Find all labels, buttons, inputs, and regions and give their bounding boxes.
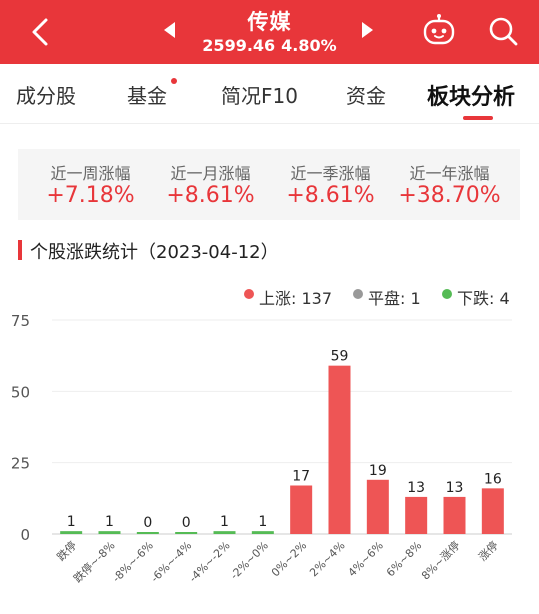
bar (251, 531, 274, 534)
tab-capital[interactable]: 资金 (346, 84, 386, 108)
search-icon[interactable] (484, 12, 522, 50)
stat-label: 近一月涨幅 (170, 164, 251, 183)
tab-sector-analysis[interactable]: 板块分析 (427, 85, 516, 110)
stat-year: 近一年涨幅 +38.70% (387, 149, 512, 220)
tab-profile-f10[interactable]: 简况F10 (221, 84, 298, 108)
stat-quarter: 近一季涨幅 +8.61% (268, 149, 393, 220)
x-tick-label: -4%~-2% (187, 539, 233, 585)
tab-bar: 成分股 基金 简况F10 资金 板块分析 (0, 64, 539, 124)
x-tick-label: -8%~-6% (110, 539, 156, 585)
data-label: 16 (484, 471, 502, 487)
bar (136, 532, 159, 534)
tab-constituents[interactable]: 成分股 (16, 84, 76, 108)
next-arrow-icon[interactable] (362, 22, 373, 38)
bar (366, 479, 389, 534)
bar (328, 365, 351, 534)
performance-summary: 近一周涨幅 +7.18% 近一月涨幅 +8.61% 近一季涨幅 +8.61% 近… (18, 149, 520, 220)
legend-dot-down (442, 289, 452, 299)
bar (60, 531, 83, 534)
data-label: 13 (407, 480, 425, 496)
stat-value: +8.61% (166, 183, 255, 208)
bar (175, 532, 198, 534)
bar (443, 496, 466, 534)
data-label: 17 (292, 468, 310, 484)
stat-value: +38.70% (398, 183, 501, 208)
x-tick-label: -2%~0% (228, 539, 271, 582)
stat-value: +7.18% (46, 183, 135, 208)
data-label: 19 (369, 463, 387, 479)
bar (98, 531, 121, 534)
x-tick-label: 8%~涨停 (418, 538, 462, 582)
stat-value: +8.61% (286, 183, 375, 208)
header-bar: 传媒 2599.46 4.80% (0, 0, 539, 64)
active-tab-indicator (463, 116, 493, 120)
stat-label: 近一季涨幅 (290, 164, 371, 183)
x-tick-label: -6%~-4% (148, 539, 194, 585)
x-tick-label: 2%~4% (307, 539, 347, 579)
section-title: 个股涨跌统计（2023-04-12） (30, 242, 279, 263)
data-label: 1 (258, 514, 267, 530)
x-tick-label: 跌停~-8% (70, 538, 117, 585)
stat-label: 近一年涨幅 (409, 164, 490, 183)
y-tick-label: 75 (11, 312, 30, 330)
bar (405, 496, 428, 534)
x-tick-label: 涨停 (475, 538, 500, 563)
prev-arrow-icon[interactable] (164, 22, 175, 38)
data-label: 0 (143, 515, 152, 531)
x-tick-label: 跌停 (54, 538, 79, 563)
data-label: 1 (220, 514, 229, 530)
legend-dot-up (244, 289, 254, 299)
y-tick-label: 50 (11, 383, 30, 401)
section-accent-bar (18, 240, 22, 260)
back-icon[interactable] (22, 12, 62, 52)
data-label: 1 (67, 514, 76, 530)
legend-up: 上涨: 137 (259, 289, 333, 308)
index-value: 2599.46 (202, 36, 276, 55)
stat-label: 近一周涨幅 (50, 164, 131, 183)
index-quote: 2599.46 4.80% (0, 36, 539, 55)
data-label: 59 (331, 349, 349, 365)
legend-dot-flat (353, 289, 363, 299)
x-tick-label: 0%~2% (269, 539, 309, 579)
bar (213, 531, 236, 534)
data-label: 1 (105, 514, 114, 530)
legend-down: 下跌: 4 (457, 289, 510, 308)
data-label: 0 (182, 515, 191, 531)
tab-funds-dot (171, 78, 177, 84)
stat-month: 近一月涨幅 +8.61% (148, 149, 273, 220)
data-label: 13 (446, 480, 464, 496)
robot-icon[interactable] (420, 12, 458, 50)
y-tick-label: 0 (20, 526, 30, 544)
index-change-pct: 4.80% (281, 36, 337, 55)
page-title: 传媒 (247, 10, 292, 34)
tab-funds[interactable]: 基金 (127, 84, 167, 108)
stat-week: 近一周涨幅 +7.18% (28, 149, 153, 220)
bar (481, 488, 504, 534)
stock-distribution-chart: 0 25 50 75 1 跌停 1 跌停~-8% 0 -8%~-6% 0 -6%~-4% 1 -4%~-2… (11, 312, 512, 585)
x-tick-label: 4%~6% (346, 539, 386, 579)
legend-flat: 平盘: 1 (368, 289, 421, 308)
y-tick-label: 25 (11, 455, 30, 473)
bar (290, 485, 313, 534)
